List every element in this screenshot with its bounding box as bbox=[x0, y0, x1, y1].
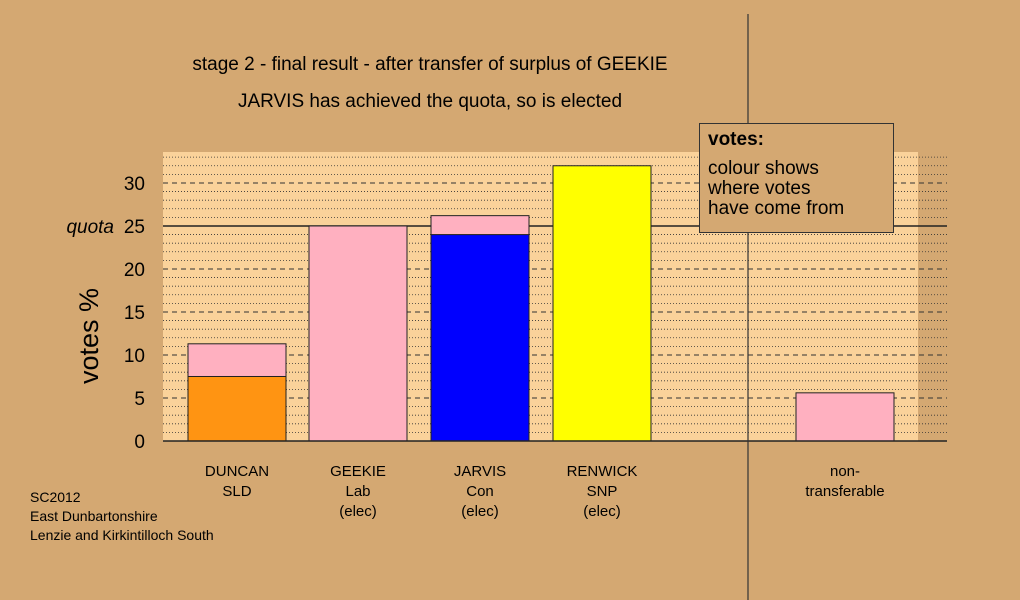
bar-segment bbox=[187, 343, 287, 377]
quota-label: quota bbox=[66, 217, 114, 238]
x-category-label: SLD bbox=[222, 483, 251, 500]
x-category-label: GEEKIE bbox=[330, 463, 386, 480]
legend-line: colour shows bbox=[708, 158, 819, 179]
source-line: East Dunbartonshire bbox=[30, 508, 158, 524]
legend-box: votes: colour shows where votes have com… bbox=[699, 123, 894, 233]
y-tick-label: 25 bbox=[124, 217, 145, 238]
y-tick-label: 0 bbox=[134, 432, 145, 453]
y-tick-label: 20 bbox=[124, 260, 145, 281]
legend-line: where votes bbox=[708, 178, 811, 199]
bar-segment bbox=[430, 215, 530, 236]
bar-segment bbox=[430, 234, 530, 442]
x-category-label: JARVIS bbox=[454, 463, 506, 480]
y-axis-label: votes % bbox=[74, 288, 104, 384]
y-tick-label: 15 bbox=[124, 303, 145, 324]
x-category-label: DUNCAN bbox=[205, 463, 269, 480]
x-category-label: (elec) bbox=[461, 503, 499, 520]
chart-title: stage 2 - final result - after transfer … bbox=[192, 54, 668, 75]
x-category-label: SNP bbox=[587, 483, 618, 500]
x-category-label: non- bbox=[830, 463, 860, 480]
bar-segment bbox=[795, 392, 895, 442]
source-line: Lenzie and Kirkintilloch South bbox=[30, 527, 214, 543]
x-category-label: (elec) bbox=[583, 503, 621, 520]
bar-segment bbox=[552, 165, 652, 442]
x-category-label: Con bbox=[466, 483, 494, 500]
x-category-label: (elec) bbox=[339, 503, 377, 520]
x-category-label: transferable bbox=[805, 483, 884, 500]
bar-segment bbox=[308, 225, 408, 442]
x-category-label: RENWICK bbox=[567, 463, 638, 480]
legend-line: have come from bbox=[708, 198, 845, 219]
source-line: SC2012 bbox=[30, 489, 81, 505]
chart-subtitle: JARVIS has achieved the quota, so is ele… bbox=[237, 91, 623, 112]
x-category-label: Lab bbox=[345, 483, 370, 500]
source-note: SC2012 East Dunbartonshire Lenzie and Ki… bbox=[30, 488, 214, 545]
y-tick-label: 30 bbox=[124, 174, 145, 195]
y-tick-label: 5 bbox=[134, 389, 145, 410]
y-tick-label: 10 bbox=[124, 346, 145, 367]
legend-heading: votes: bbox=[708, 129, 764, 150]
bar-segment bbox=[187, 375, 287, 442]
